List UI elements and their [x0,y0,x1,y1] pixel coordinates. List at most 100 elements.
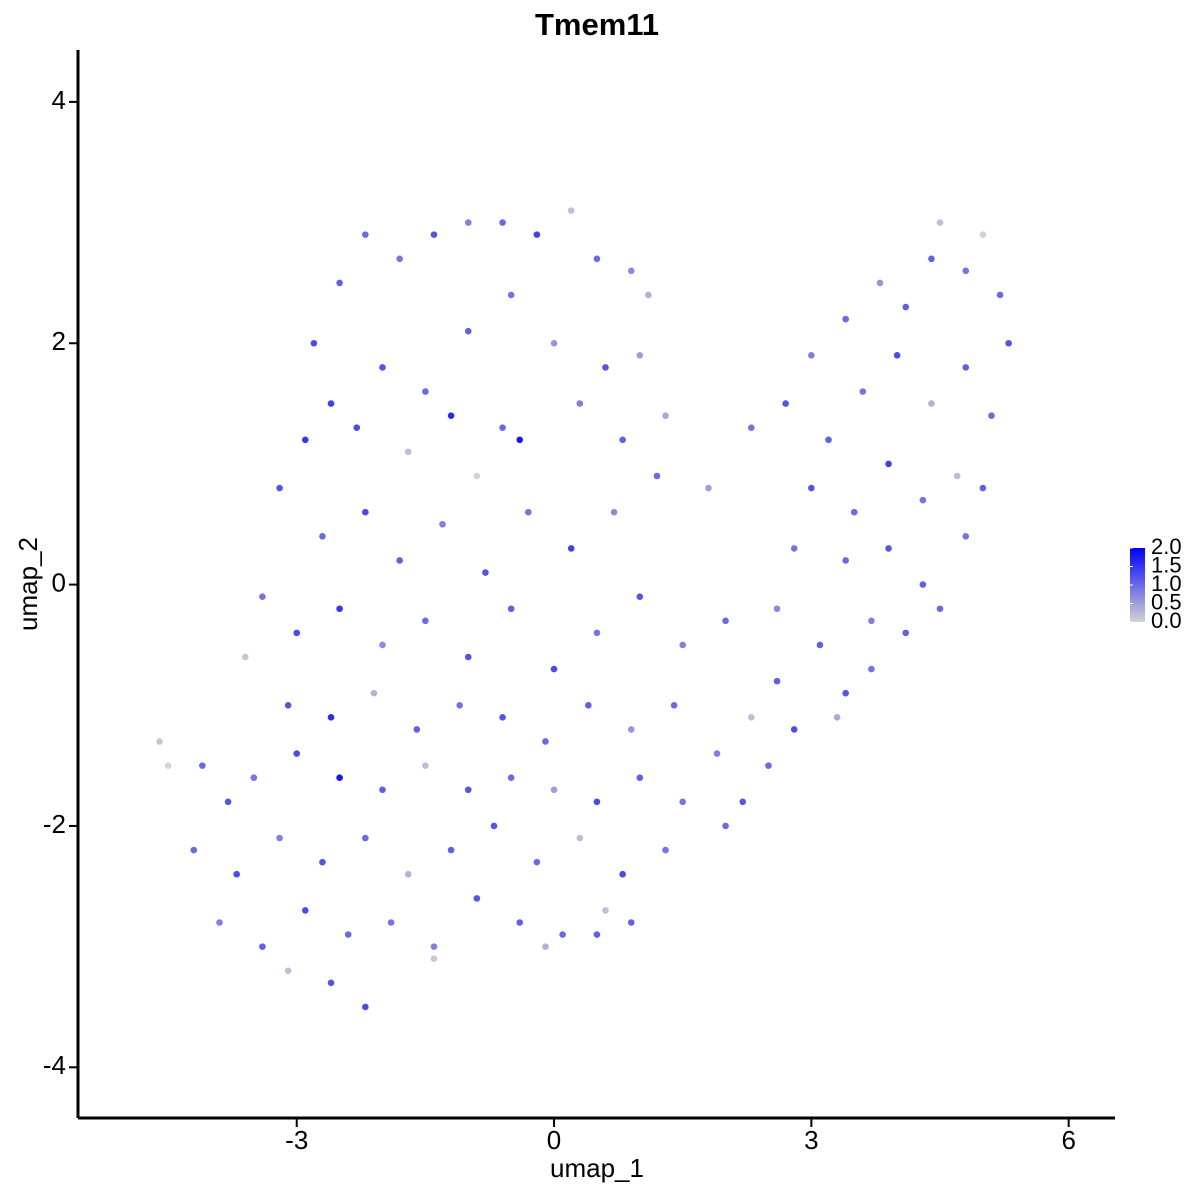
point [164,762,172,769]
point [525,508,532,516]
point [593,629,601,637]
point [439,520,446,528]
point [344,931,352,938]
point [276,484,283,492]
chart-title: Tmem11 [535,7,659,42]
point [190,846,198,854]
point [156,738,163,745]
point [336,774,343,781]
point [550,665,558,673]
point [748,424,755,432]
point [576,834,584,842]
point [567,207,575,214]
point [653,472,661,480]
point [936,219,944,226]
point [610,508,618,516]
point [533,231,541,238]
point [301,907,309,914]
point [447,412,455,419]
point [636,352,644,359]
point [430,231,438,238]
point [336,605,343,613]
y-tick-label: 4 [52,85,66,115]
point [379,641,386,649]
point [241,653,249,661]
point [790,726,798,733]
y-tick-label: -2 [43,809,66,839]
point [790,545,798,552]
point [456,701,463,709]
point [319,533,326,540]
point [808,352,815,359]
point [773,605,781,613]
point [627,919,635,926]
colorbar-label: 2.0 [1151,534,1182,559]
point [250,774,258,781]
point [902,303,910,311]
x-tick-label: 3 [804,1125,818,1155]
point [533,858,541,866]
point [850,508,858,516]
point [362,1003,369,1011]
point [430,955,438,963]
point [507,605,515,613]
point [705,484,712,492]
point [765,762,772,769]
point [430,943,438,950]
point [542,943,549,950]
point [808,484,815,492]
point [336,279,343,287]
point [353,424,361,432]
point [782,400,789,407]
point [507,291,515,299]
point [499,714,506,721]
point [722,822,729,830]
point [362,231,369,238]
point [833,714,841,721]
point [370,689,378,697]
point [473,472,481,480]
point [404,870,412,878]
point [379,786,386,794]
point [379,364,386,371]
point [979,231,987,238]
point [627,267,635,275]
point [464,219,472,226]
point [413,726,421,733]
point [319,858,326,866]
x-axis-label: umap_1 [550,1153,644,1183]
point [387,919,395,926]
point [499,424,506,432]
point [550,786,558,794]
point [396,557,403,564]
point [868,617,875,625]
point [636,593,644,600]
point [636,774,644,781]
point [259,593,266,600]
point [550,339,558,347]
point [276,834,283,842]
point [670,701,678,709]
point [216,919,223,926]
x-tick-label: 6 [1061,1125,1075,1155]
point [919,496,927,504]
point [327,714,335,721]
point [859,388,867,395]
point [327,400,335,407]
point [559,931,566,938]
point [542,738,549,745]
point [928,400,935,407]
point [422,617,429,625]
point [464,786,472,794]
point [713,750,721,757]
point [464,653,472,661]
point [773,677,781,685]
point [619,436,626,444]
point [396,255,403,263]
point [576,400,584,407]
point [301,436,309,444]
point [362,834,369,842]
point [284,967,292,975]
